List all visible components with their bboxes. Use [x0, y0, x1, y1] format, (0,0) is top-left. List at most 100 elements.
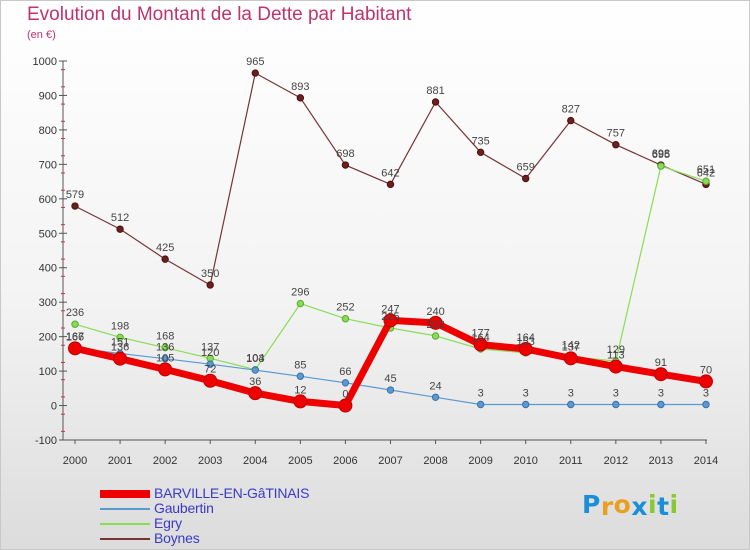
- data-label: 198: [111, 320, 129, 332]
- y-tick-label: -100: [35, 435, 57, 447]
- data-label: 137: [201, 341, 219, 353]
- x-tick-label: 2004: [243, 455, 267, 467]
- data-label: 151: [111, 337, 129, 349]
- data-label: 579: [66, 189, 84, 201]
- data-point: [296, 94, 305, 102]
- data-point: [563, 351, 578, 366]
- x-tick-label: 2006: [333, 455, 357, 467]
- data-point: [251, 69, 259, 77]
- data-point: [431, 393, 440, 401]
- data-point: [116, 333, 124, 342]
- data-label: 91: [655, 357, 667, 369]
- data-point: [158, 362, 173, 377]
- data-label: 70: [700, 364, 712, 376]
- data-point: [338, 398, 353, 413]
- data-label: 66: [339, 366, 351, 378]
- data-point: [68, 341, 82, 356]
- data-label: 164: [471, 332, 489, 344]
- chart-title: Evolution du Montant de la Dette par Hab…: [27, 4, 412, 25]
- data-point: [522, 174, 530, 183]
- data-label: 735: [471, 135, 489, 147]
- data-point: [248, 386, 263, 401]
- data-label: 252: [336, 302, 354, 314]
- data-label: 3: [568, 388, 574, 400]
- data-label: 3: [658, 388, 664, 400]
- y-tick-label: 0: [51, 401, 57, 413]
- legend-label: Boynes: [154, 530, 200, 546]
- data-label: 136: [156, 342, 174, 354]
- y-tick-label: 400: [39, 263, 57, 275]
- x-tick-label: 2012: [604, 455, 628, 467]
- data-label: 651: [697, 164, 715, 176]
- y-tick-label: 1000: [33, 56, 57, 68]
- data-label: 45: [384, 373, 396, 385]
- legend-label: Egry: [154, 515, 182, 531]
- data-label: 202: [426, 319, 444, 331]
- data-point: [383, 313, 398, 328]
- logo-letter: t: [657, 492, 670, 521]
- data-label: 881: [426, 85, 444, 97]
- data-point: [161, 255, 169, 263]
- legend-swatch: [100, 489, 150, 498]
- data-point: [293, 394, 308, 409]
- x-tick-label: 2001: [108, 455, 132, 467]
- data-point: [341, 315, 350, 323]
- data-label: 757: [607, 128, 625, 140]
- x-tick-label: 2003: [198, 455, 222, 467]
- legend-swatch: [100, 507, 150, 510]
- data-label: 103: [246, 353, 264, 365]
- x-tick-label: 2010: [513, 455, 537, 467]
- data-label: 425: [156, 242, 174, 254]
- proxiti-logo: Proxiti: [582, 490, 679, 521]
- data-point: [206, 281, 214, 289]
- data-point: [428, 315, 443, 330]
- data-label: 236: [66, 307, 84, 319]
- data-label: 225: [381, 311, 399, 323]
- x-tick-label: 2014: [694, 455, 718, 467]
- data-label: 24: [429, 380, 441, 392]
- data-point: [206, 360, 214, 368]
- logo-letter: r: [600, 492, 614, 521]
- data-point: [657, 400, 665, 409]
- x-tick-label: 2007: [378, 455, 402, 467]
- x-tick-label: 2011: [559, 455, 583, 467]
- data-point: [296, 372, 305, 380]
- data-label: 698: [652, 148, 670, 160]
- data-label: 0: [342, 389, 348, 401]
- data-label: 695: [652, 149, 670, 161]
- x-tick-label: 2008: [423, 455, 447, 467]
- data-point: [341, 161, 350, 169]
- data-label: 167: [66, 331, 84, 343]
- data-point: [113, 351, 128, 366]
- legend-swatch: [100, 522, 150, 525]
- data-label: 642: [381, 167, 399, 179]
- y-tick-label: 800: [39, 125, 57, 137]
- data-point: [341, 379, 350, 387]
- data-label: 164: [517, 332, 535, 344]
- data-point: [473, 337, 488, 352]
- data-point: [251, 366, 259, 374]
- data-point: [608, 359, 623, 374]
- data-point: [386, 386, 395, 394]
- data-point: [431, 332, 440, 340]
- legend-label: Gaubertin: [154, 500, 214, 516]
- data-label: 893: [291, 81, 309, 93]
- data-point: [476, 400, 485, 409]
- data-point: [518, 342, 533, 357]
- x-tick-label: 2013: [649, 455, 673, 467]
- data-point: [698, 374, 713, 389]
- logo-letter: i: [648, 490, 658, 519]
- data-label: 12: [294, 384, 306, 396]
- data-label: 36: [249, 376, 261, 388]
- data-point: [657, 162, 665, 170]
- series-1: [68, 313, 713, 413]
- series-4-labels: 579 512 425 350 965 893 698 642 881 735 659 827 757 6…: [66, 56, 715, 280]
- logo-letter: x: [631, 492, 648, 521]
- y-tick-label: 500: [39, 228, 57, 240]
- chart-subtitle: (en €): [27, 29, 56, 41]
